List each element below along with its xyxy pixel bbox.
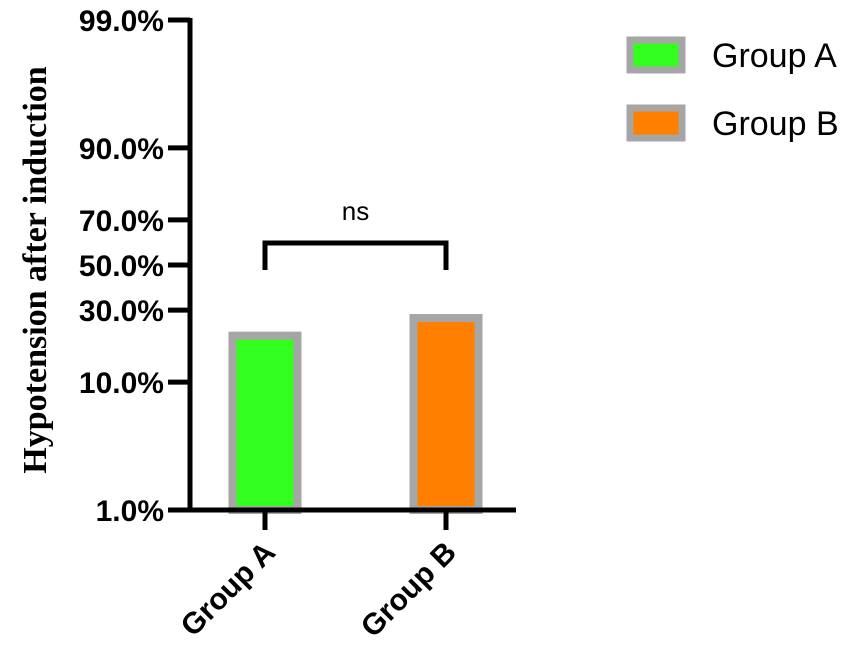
x-ticks-layer: Group A Group B <box>175 510 463 644</box>
legend-label-group-a: Group A <box>712 37 837 75</box>
y-tick-label: 30.0% <box>79 295 164 328</box>
bar-group-b <box>409 314 483 514</box>
bars-layer <box>228 314 483 515</box>
x-tick-label: Group A <box>175 536 282 643</box>
legend: Group A Group B <box>626 36 839 143</box>
y-tick-label: 99.0% <box>79 5 164 38</box>
y-tick-label: 70.0% <box>79 205 164 238</box>
bar-group-a <box>228 331 302 515</box>
legend-swatch-group-b <box>626 104 686 142</box>
y-tick-label: 1.0% <box>96 495 164 528</box>
x-tick-label: Group B <box>355 536 463 644</box>
y-tick-label: 90.0% <box>79 133 164 166</box>
y-ticks-layer: 1.0% 10.0% 30.0% 50.0% 70.0% 90.0% 99.0% <box>79 5 190 528</box>
y-axis-title: Hypotension after induction <box>17 66 54 474</box>
legend-label-group-b: Group B <box>712 105 839 143</box>
y-tick-label: 50.0% <box>79 250 164 283</box>
y-tick-label: 10.0% <box>79 367 164 400</box>
significance-label: ns <box>342 196 369 226</box>
significance-bracket <box>262 240 449 270</box>
legend-swatch-group-a <box>626 36 686 74</box>
